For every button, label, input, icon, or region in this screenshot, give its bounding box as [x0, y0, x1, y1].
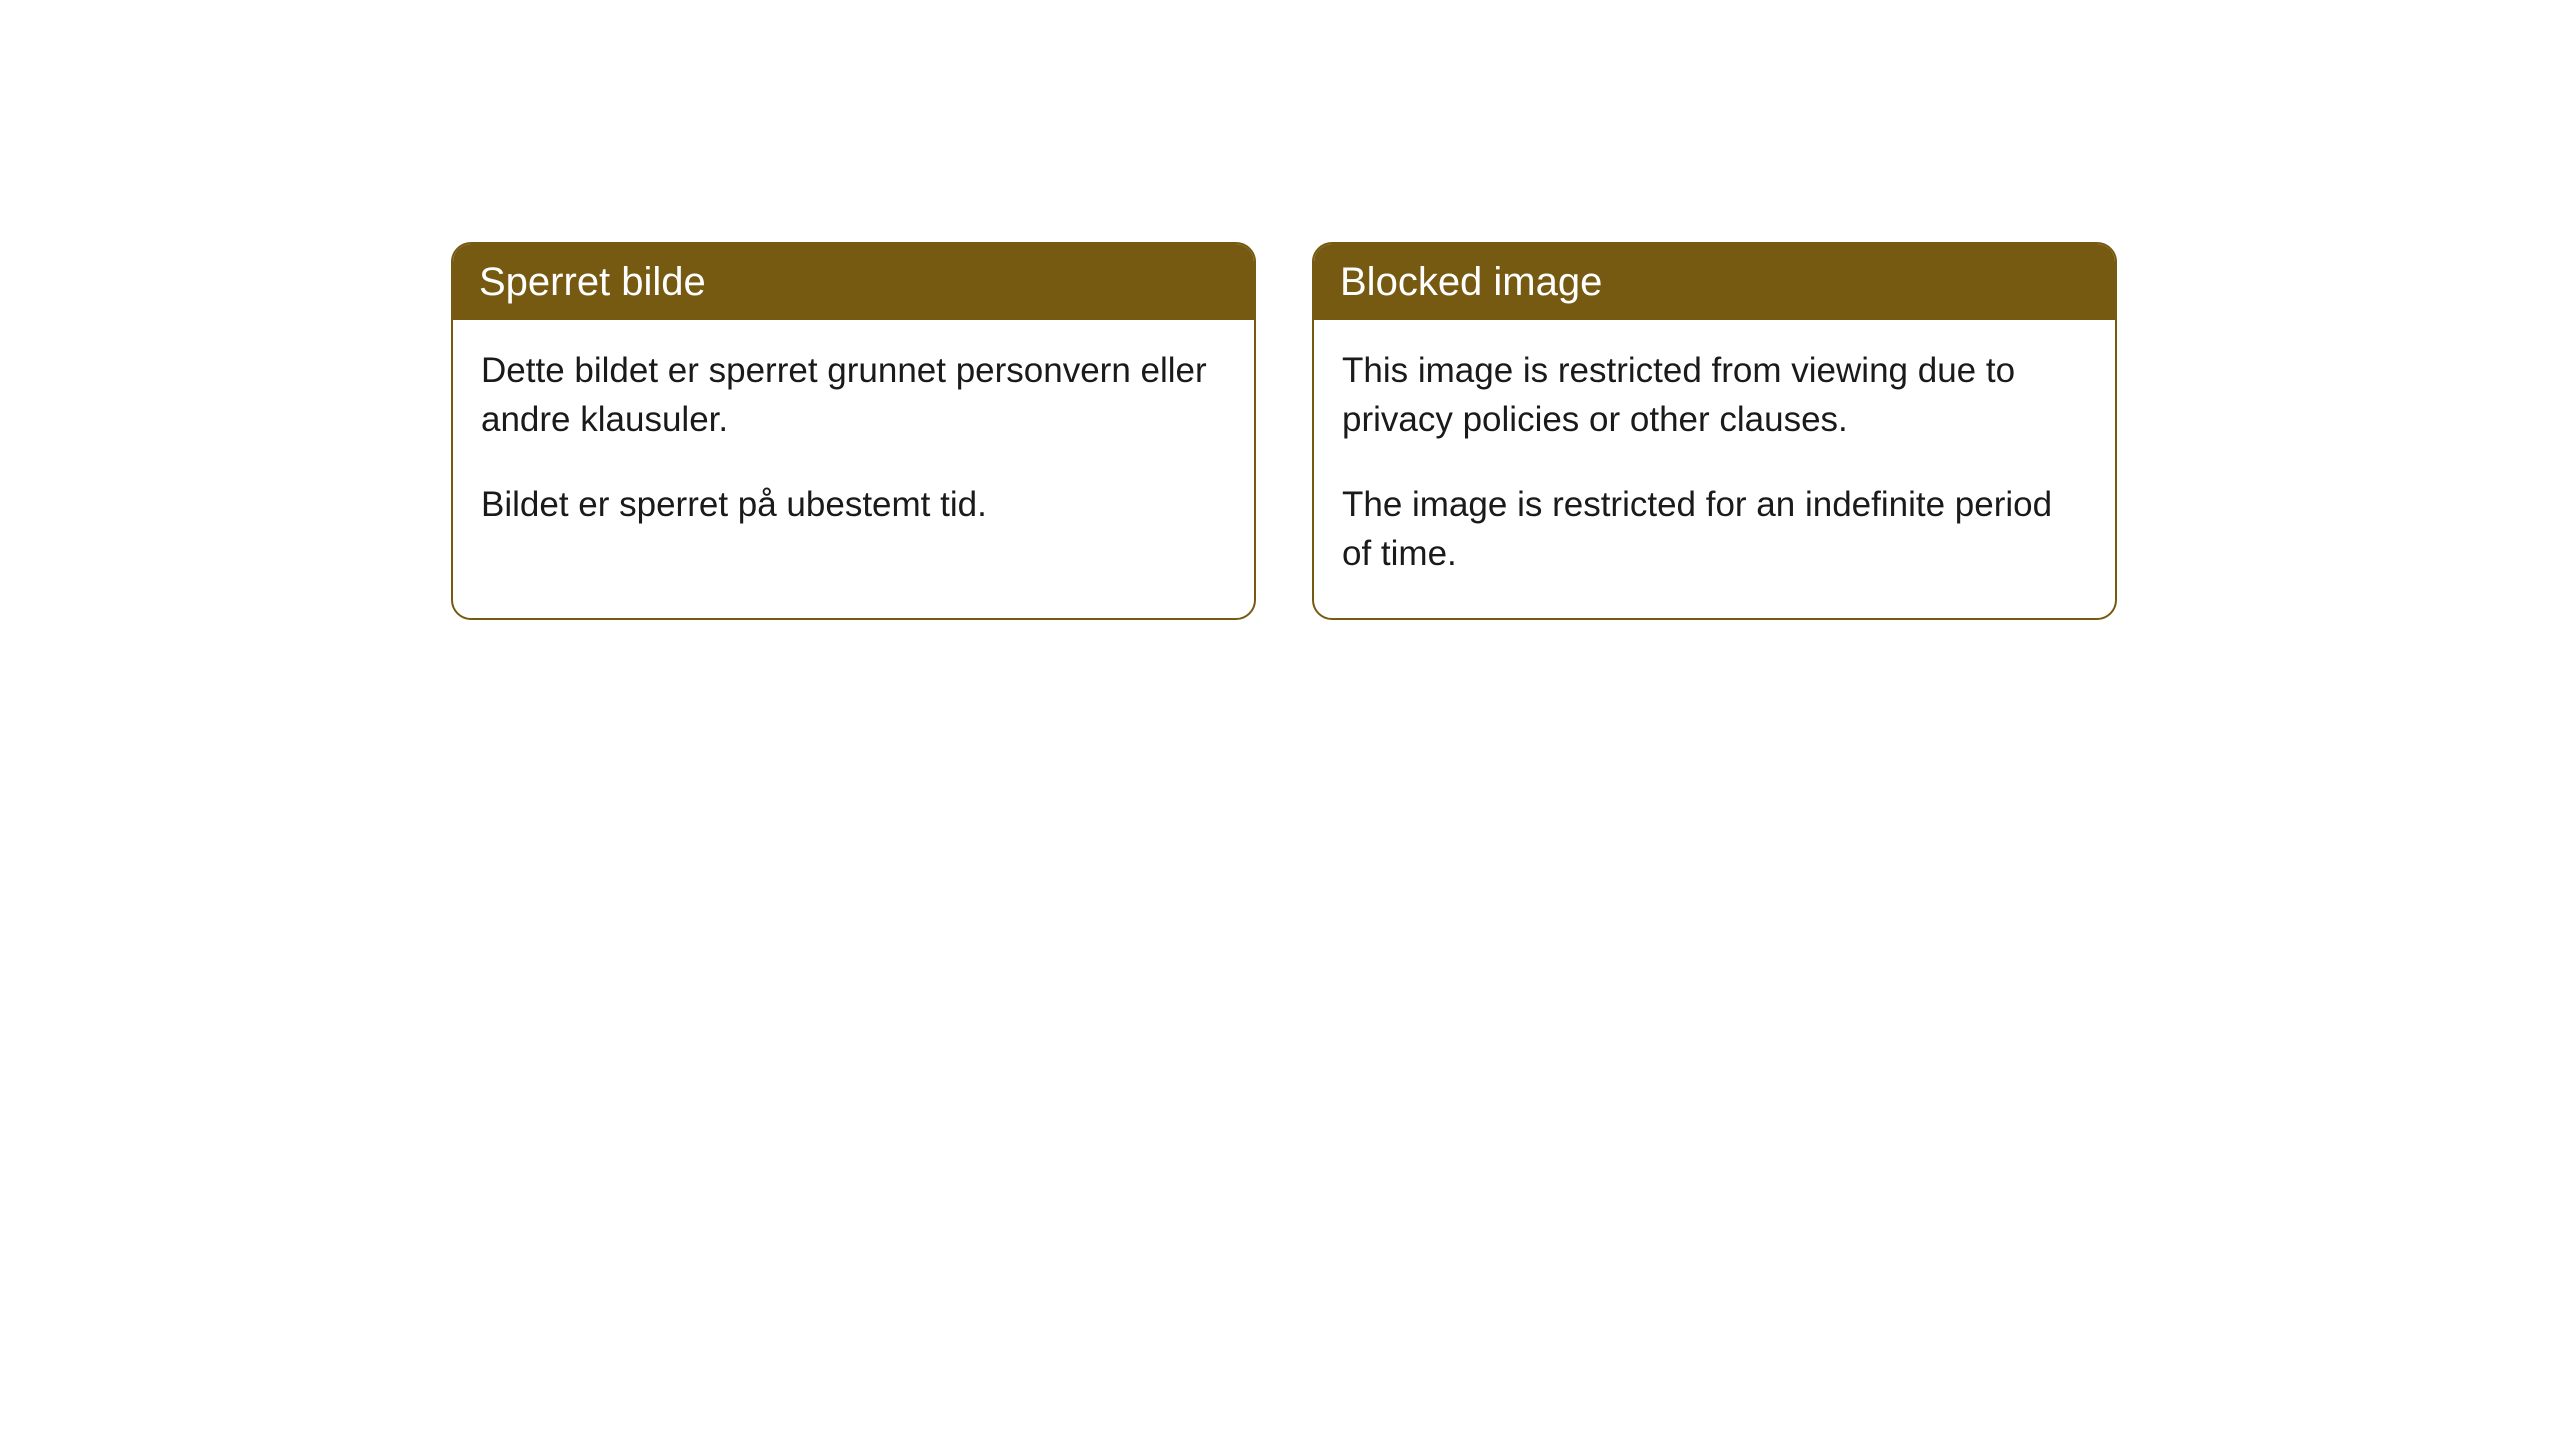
card-body: Dette bildet er sperret grunnet personve… — [453, 320, 1254, 569]
card-header: Blocked image — [1314, 244, 2115, 320]
card-header: Sperret bilde — [453, 244, 1254, 320]
blocked-image-card-norwegian: Sperret bilde Dette bildet er sperret gr… — [451, 242, 1256, 620]
card-paragraph-1: Dette bildet er sperret grunnet personve… — [481, 346, 1226, 444]
cards-container: Sperret bilde Dette bildet er sperret gr… — [0, 0, 2560, 620]
card-paragraph-2: The image is restricted for an indefinit… — [1342, 480, 2087, 578]
card-body: This image is restricted from viewing du… — [1314, 320, 2115, 618]
card-paragraph-1: This image is restricted from viewing du… — [1342, 346, 2087, 444]
card-paragraph-2: Bildet er sperret på ubestemt tid. — [481, 480, 1226, 529]
blocked-image-card-english: Blocked image This image is restricted f… — [1312, 242, 2117, 620]
